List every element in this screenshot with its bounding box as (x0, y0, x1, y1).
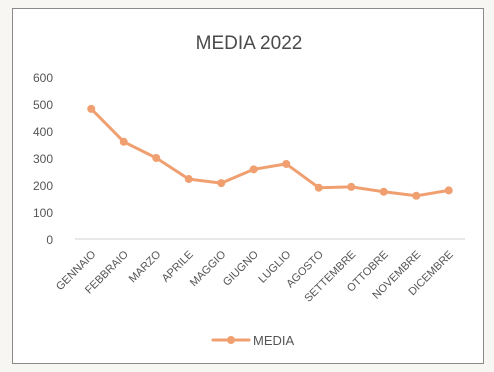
data-point (87, 104, 96, 113)
data-point (184, 175, 193, 184)
data-point (119, 137, 128, 146)
x-tick-label: GIUGNO (221, 248, 261, 288)
y-tick-label: 300 (33, 152, 53, 166)
y-tick-label: 100 (33, 206, 53, 220)
data-point (282, 159, 291, 168)
data-point (347, 182, 356, 191)
data-point (412, 191, 421, 200)
data-point (249, 165, 258, 174)
legend-label: MEDIA (253, 333, 295, 348)
x-tick-label: MARZO (127, 248, 164, 285)
y-tick-label: 500 (33, 98, 53, 112)
legend: MEDIA (211, 333, 295, 348)
y-tick-label: 400 (33, 125, 53, 139)
series-line (89, 107, 451, 198)
data-point (152, 154, 161, 162)
data-point (217, 179, 226, 188)
line-chart: MEDIA 2022 0 100 200 300 400 500 600 GENNAIOFE… (33, 33, 465, 348)
y-tick-label: 600 (33, 71, 53, 85)
series-layer (87, 104, 453, 200)
chart-title: MEDIA 2022 (196, 33, 303, 54)
data-point (379, 187, 388, 196)
chart-frame: MEDIA 2022 0 100 200 300 400 500 600 GENNAIO FE… (12, 8, 484, 364)
x-axis-ticks: GENNAIOFEBBRAIOMARZOAPRILEMAGGIOGIUGNOLU… (54, 248, 456, 304)
data-point (314, 183, 323, 192)
legend-dot-marker (227, 336, 235, 344)
y-tick-label: 200 (33, 179, 53, 193)
y-tick-label: 0 (46, 233, 53, 247)
y-axis-ticks: 0 100 200 300 400 500 600 (33, 71, 53, 247)
data-point (444, 186, 453, 195)
